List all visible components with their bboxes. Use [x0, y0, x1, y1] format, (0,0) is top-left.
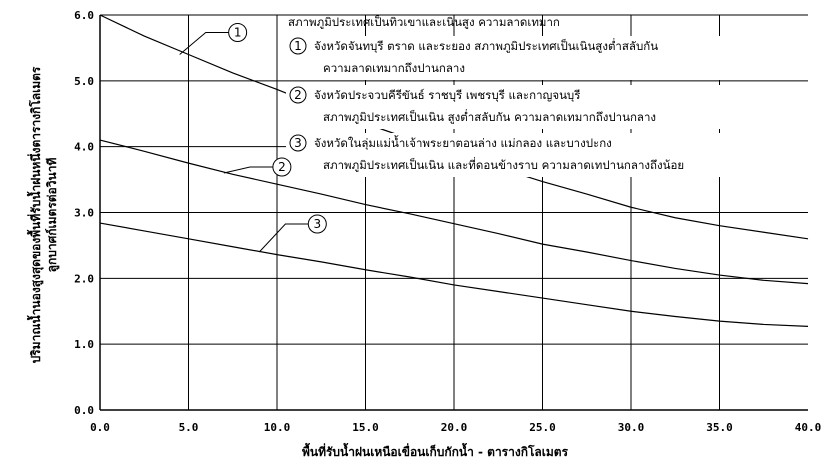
- marker-number-3: 3: [313, 217, 321, 231]
- x-tick-label: 15.0: [352, 421, 379, 434]
- legend: สภาพภูมิประเทศเป็นทิวเขาและเนินสูง ความล…: [286, 14, 826, 177]
- legend-item-text: จังหวัดประจวบคีรีขันธ์ ราชบุรี เพชรบุรี …: [314, 88, 580, 102]
- x-tick-label: 30.0: [618, 421, 645, 434]
- legend-marker-number: 3: [294, 136, 302, 150]
- y-axis-label: ปริมาณน้ำนองสูงสุดของพื้นที่รับน้ำฝนหนึ่…: [26, 66, 60, 363]
- y-axis-label-line-1: ปริมาณน้ำนองสูงสุดของพื้นที่รับน้ำฝนหนึ่…: [26, 66, 44, 363]
- legend-marker-circle: [289, 86, 307, 104]
- legend-item-text: ความลาดเทมากถึงปานกลาง: [323, 61, 465, 75]
- x-tick-label: 10.0: [264, 421, 291, 434]
- marker-circle-1: [228, 23, 248, 42]
- marker-leader-2: [223, 166, 273, 174]
- y-tick-label: 3.0: [74, 207, 94, 220]
- legend-item-bg: [286, 85, 826, 129]
- marker-number-2: 2: [278, 160, 286, 174]
- y-tick-label: 5.0: [74, 75, 94, 88]
- y-tick-labels: 0.0 1.0 2.0 3.0 4.0 5.0 6.0: [74, 9, 94, 417]
- legend-marker-number: 1: [294, 39, 302, 53]
- x-tick-labels: 0.0 5.0 10.0 15.0 20.0 25.0 30.0 35.0 40.0: [90, 421, 821, 434]
- x-axis-label: พื้นที่รับน้ำฝนเหนือเขื่อนเก็บกักน้ำ - ต…: [302, 442, 569, 459]
- grid: [100, 15, 808, 410]
- y-tick-label: 1.0: [74, 338, 94, 351]
- legend-title: สภาพภูมิประเทศเป็นทิวเขาและเนินสูง ความล…: [288, 14, 560, 29]
- legend-item-bg: [286, 36, 826, 80]
- legend-item-text: จังหวัดจันทบุรี ตราด และระยอง สภาพภูมิปร…: [314, 38, 658, 53]
- marker-number-1: 1: [234, 26, 242, 40]
- x-tick-label: 5.0: [179, 421, 199, 434]
- series-line-2: [99, 139, 809, 285]
- legend-marker-number: 2: [294, 88, 302, 102]
- x-tick-label: 20.0: [441, 421, 468, 434]
- y-tick-label: 2.0: [74, 272, 94, 285]
- legend-item-text: สภาพภูมิประเทศเป็นเนิน และที่ดอนข้างราบ …: [323, 157, 684, 172]
- marker-leader-1: [179, 32, 229, 55]
- legend-item-bg: [286, 133, 826, 177]
- legend-marker-circle: [289, 37, 307, 55]
- x-tick-label: 0.0: [90, 421, 110, 434]
- marker-leader-3: [258, 223, 309, 253]
- x-tick-label: 40.0: [795, 421, 822, 434]
- x-tick-label: 35.0: [706, 421, 733, 434]
- series-markers: 123: [179, 23, 327, 253]
- y-axis-label-line-2: ลูกบาศก์เมตรต่อวินาที: [45, 158, 60, 273]
- y-tick-label: 6.0: [74, 9, 94, 22]
- y-tick-label: 0.0: [74, 404, 94, 417]
- y-tick-label: 4.0: [74, 141, 94, 154]
- marker-circle-3: [307, 214, 327, 234]
- series-line-3: [99, 222, 809, 327]
- marker-circle-2: [272, 157, 292, 177]
- legend-item-text: สภาพภูมิประเทศเป็นเนิน สูงต่ำสลับกัน ควา…: [323, 109, 656, 124]
- axes: [99, 14, 808, 411]
- x-tick-label: 25.0: [529, 421, 556, 434]
- legend-item-text: จังหวัดในลุ่มแม่น้ำเจ้าพระยาตอนล่าง แม่ก…: [314, 135, 612, 150]
- legend-marker-circle: [289, 134, 307, 152]
